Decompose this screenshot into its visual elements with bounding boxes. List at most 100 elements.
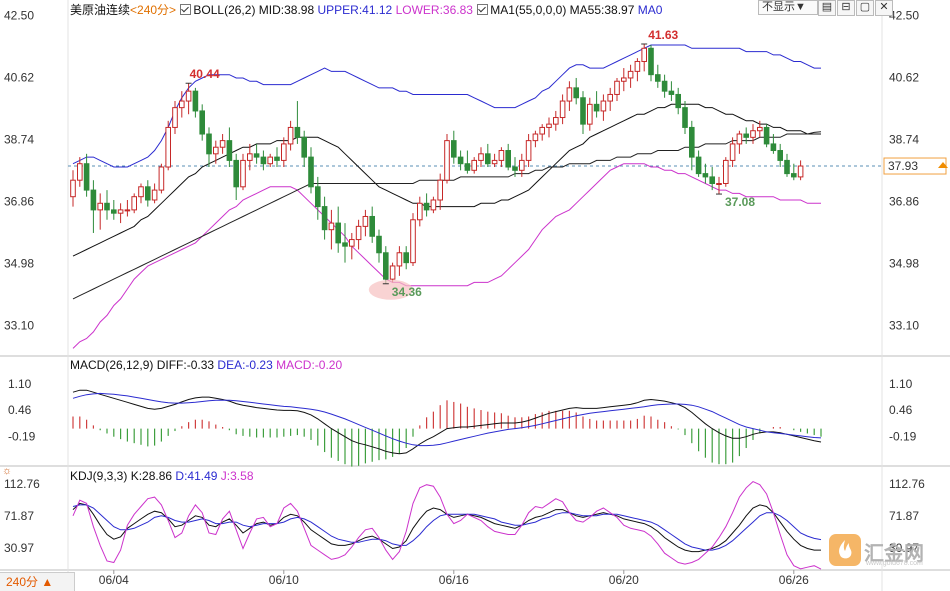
candle-body [281,143,287,161]
annotation-high-left: 40.44 [190,67,220,81]
candle-body [219,140,226,148]
candle-body [383,252,389,280]
candle-body [253,153,260,158]
candle-body [519,159,525,171]
indicator-dropdown[interactable]: 不显示▼ [758,0,818,15]
boll-mid: MID:38.98 [258,3,315,17]
candle-body [185,90,192,102]
candle-body [750,130,756,138]
checkbox-icon[interactable] [180,4,192,15]
close-icon[interactable]: ✕ [875,0,893,16]
candle-body [233,159,239,188]
kdj-tick-label: 71.87 [4,509,34,523]
period-button[interactable]: 240分 ▲ [0,572,75,591]
y-tick-label: 40.62 [889,70,919,84]
candle-body [423,202,430,211]
candle-body [770,143,777,152]
candle-body [165,126,171,168]
macd-tick-label: 1.10 [889,377,913,391]
y-tick-label: 34.98 [4,256,34,270]
candle-body [553,117,559,125]
low-highlight [368,279,413,300]
candle-body [600,100,607,112]
candle-body [104,202,110,211]
candle-body [206,133,212,155]
y-tick-label: 42.50 [889,8,919,22]
candle-body [641,47,648,62]
candle-body [247,153,253,161]
toolbar-icon-3[interactable]: ▢ [856,0,874,16]
candle-body [627,70,634,79]
annotation-low-right: 37.08 [725,195,755,209]
current-price-label: 37.93 [888,159,918,173]
candle-body [158,166,165,191]
macd-tick-label: 1.10 [8,377,32,391]
instrument-name: 美原油连续 [70,3,131,17]
boll-mid-line [72,103,821,257]
checkbox-icon[interactable] [477,4,489,15]
candle-body [757,126,763,132]
macd-dea: DEA:-0.23 [217,358,273,372]
candle-body [294,126,301,138]
candle-body [709,176,716,184]
candle-body [151,189,158,201]
candle-body [614,80,620,95]
candle-body [349,239,355,247]
watermark-text: 汇金网 [864,541,924,565]
kdj-tick-label: 30.97 [4,541,34,555]
boll-lower: LOWER:36.83 [395,3,473,17]
kdj-k-line [72,502,821,553]
candle-body [457,156,464,165]
candle-body [593,103,600,112]
candle-body [716,183,722,185]
macd-header: MACD(26,12,9) DIFF:-0.33 DEA:-0.23 MACD:… [70,358,342,372]
y-tick-label: 40.62 [4,70,34,84]
candle-body [315,186,321,208]
annotation-high: 41.63 [648,28,678,42]
candle-body [430,199,437,211]
toolbar-icon-1[interactable]: ▤ [818,0,836,16]
candle-body [287,126,294,145]
candle-body [791,173,797,178]
toolbar-icon-2[interactable]: ⊟ [837,0,855,16]
candle-body [342,242,348,247]
candle-body [532,133,539,142]
candle-body [335,222,341,244]
candle-body [763,126,770,145]
macd-value: MACD:-0.20 [276,358,343,372]
candle-body [226,140,233,161]
candle-body [131,196,137,211]
flame-logo-icon [829,534,861,566]
annotations: 41.63 40.44 34.36 37.08 [185,28,755,300]
kdj-d-line [72,504,822,551]
candle-body [464,163,471,171]
y-tick-label: 36.86 [889,194,919,208]
candle-body [362,215,369,227]
watermark-sub: www.gold678.com [866,560,923,567]
candle-body [471,159,477,171]
candle-body [648,47,654,76]
macd-tick-label: -0.19 [8,429,36,443]
candle-body [260,156,267,165]
kdj-tick-label: 112.76 [4,477,40,491]
candle-body [498,150,505,161]
annotation-low: 34.36 [392,285,422,299]
candle-body [661,80,668,92]
candle-body [308,156,314,188]
candle-body [240,159,246,188]
sun-icon[interactable]: ☼ [2,465,13,477]
candle-body [274,156,280,161]
macd-diff: DIFF:-0.33 [156,358,215,372]
candle-body [723,159,729,185]
y-tick-label: 36.86 [4,194,34,208]
kdj-panel [72,481,822,570]
y-tick-label: 42.50 [4,8,34,22]
macd-tick-label: 0.46 [8,403,32,417]
candle-body [192,90,199,112]
candle-body [83,163,90,191]
kdj-tick-label: 30.97 [889,541,919,555]
candle-body [410,219,416,264]
boll-lower-line [72,163,821,349]
candle-body [389,265,396,280]
candle-body [525,140,532,161]
